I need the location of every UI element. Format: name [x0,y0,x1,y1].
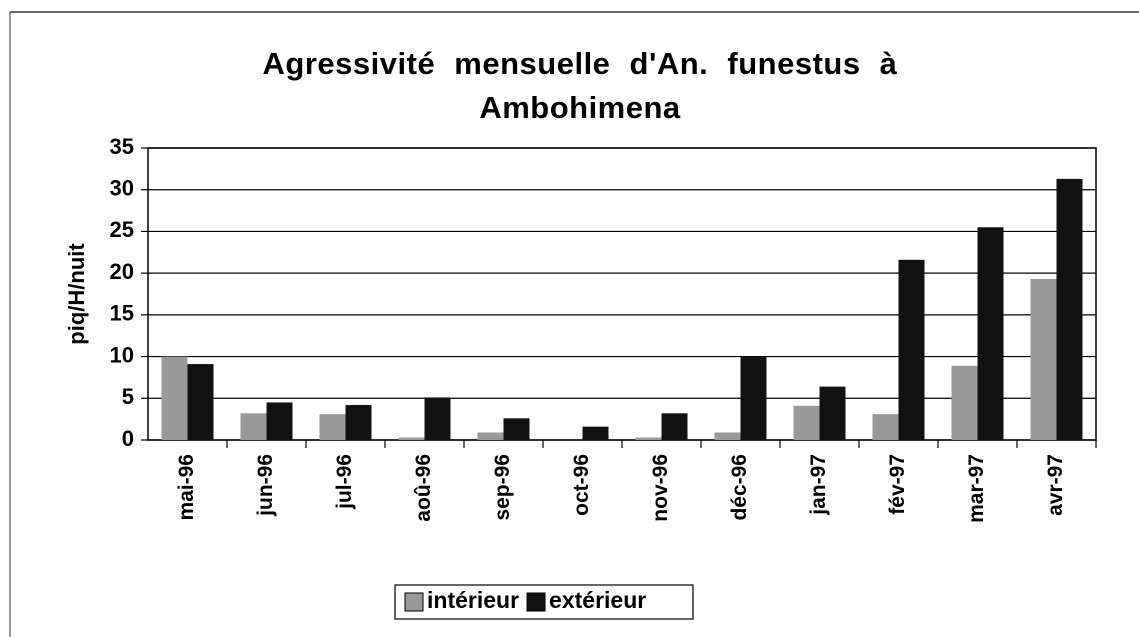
bar [819,386,846,440]
bar [187,364,214,440]
x-tick-label: jun-96 [254,454,277,517]
legend-swatch [404,592,424,612]
x-tick-label: jul-96 [333,454,356,510]
bar [398,437,425,440]
bar [424,397,451,440]
x-tick-label: avr-97 [1044,454,1067,516]
x-tick-label: jan-97 [807,454,830,516]
x-tick-label: déc-96 [728,454,751,521]
bar [319,414,346,440]
bar [240,413,267,440]
x-tick-label: oct-96 [570,454,593,516]
y-tick-label: 15 [110,301,134,326]
y-tick-label: 0 [122,426,134,451]
y-tick-label: 20 [110,259,134,284]
x-tick-label: fév-97 [886,454,909,515]
bar [266,402,293,440]
bar [635,437,662,440]
bar [161,356,188,440]
x-tick-label: nov-96 [649,454,672,522]
bar [740,356,767,440]
y-tick-label: 10 [110,342,134,367]
bar [582,426,609,440]
bar [951,365,978,440]
x-tick-label: sep-96 [491,454,514,521]
bar [503,418,530,440]
y-tick-label: 30 [110,176,134,201]
chart-title: Agressivité mensuelle d'An. funestus à A… [262,46,898,125]
legend-label: extérieur [549,587,646,613]
bar [872,414,899,440]
y-tick-label: 35 [110,134,134,159]
bar [661,413,688,440]
bar [1030,278,1057,440]
bar [345,404,372,440]
y-axis-label: piq/H/nuit [64,243,89,345]
x-tick-label: mai-96 [175,454,198,521]
bar [793,405,820,440]
y-tick-label: 25 [110,217,134,242]
x-tick-label: mar-97 [965,454,988,523]
bar [1056,178,1083,440]
bar [898,259,925,440]
y-tick-label: 5 [122,384,134,409]
legend-label: intérieur [427,587,519,613]
bar [477,432,504,440]
x-tick-label: aoû-96 [412,454,435,522]
legend-swatch [526,592,546,612]
bar [977,227,1004,440]
bar [714,432,741,440]
